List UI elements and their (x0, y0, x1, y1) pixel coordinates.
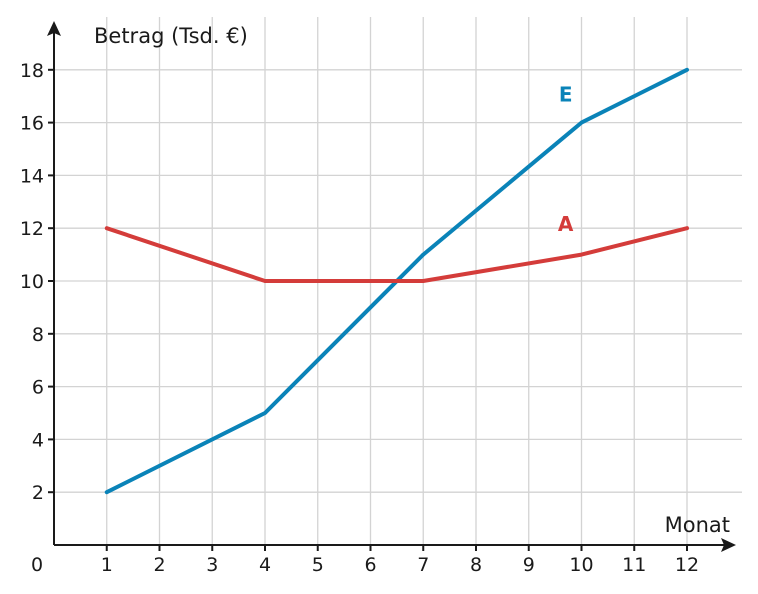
y-tick-label-6: 6 (32, 377, 44, 399)
x-tick-label-5: 5 (312, 554, 324, 576)
series-line-a (104, 226, 689, 283)
x-tick-label-2: 2 (153, 554, 165, 576)
y-tick-label-14: 14 (20, 165, 44, 187)
x-tick-label-12: 12 (675, 554, 699, 576)
y-tick-label-4: 4 (32, 429, 44, 451)
y-axis-title: Betrag (Tsd. €) (94, 24, 248, 48)
y-tick-label-10: 10 (20, 271, 44, 293)
x-tick-label-3: 3 (206, 554, 218, 576)
origin-label: 0 (31, 554, 43, 576)
x-tick-label-10: 10 (569, 554, 593, 576)
y-tick-label-12: 12 (20, 218, 44, 240)
x-axis-title: Monat (665, 513, 730, 537)
y-tick-label-18: 18 (20, 60, 44, 82)
x-tick-label-8: 8 (470, 554, 482, 576)
series-label-a: A (558, 212, 574, 236)
y-tick-label-8: 8 (32, 324, 44, 346)
y-tick-labels: 2 4 6 8 10 12 14 16 18 (20, 60, 54, 504)
x-tick-label-1: 1 (101, 554, 113, 576)
x-tick-label-7: 7 (417, 554, 429, 576)
series-label-e: E (559, 82, 573, 106)
y-tick-label-16: 16 (20, 113, 44, 135)
x-tick-label-11: 11 (622, 554, 646, 576)
x-tick-labels: 1 2 3 4 5 6 7 8 9 10 11 12 (101, 545, 699, 576)
x-axis-arrow (721, 538, 736, 552)
x-tick-label-4: 4 (259, 554, 271, 576)
y-tick-label-2: 2 (32, 482, 44, 504)
x-tick-label-6: 6 (364, 554, 376, 576)
x-tick-label-9: 9 (523, 554, 535, 576)
y-axis-arrow (47, 21, 61, 36)
axes (47, 21, 736, 552)
series-group: EA (104, 67, 689, 495)
